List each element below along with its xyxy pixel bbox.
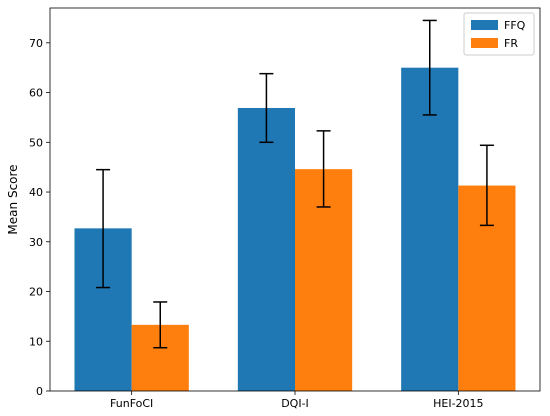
y-tick-label: 10 [29, 335, 43, 348]
y-tick-label: 70 [29, 37, 43, 50]
y-axis: 0 10 20 30 40 50 60 70 [29, 37, 50, 398]
legend-swatch-fr [471, 38, 498, 48]
legend-label-ffq: FFQ [504, 19, 526, 32]
y-tick-label: 60 [29, 87, 43, 100]
y-tick-label: 30 [29, 236, 43, 249]
y-tick-label: 0 [36, 385, 43, 398]
bars-group [74, 67, 516, 392]
x-axis: FunFoCI DQI-I HEI-2015 [110, 391, 484, 410]
x-tick-label: DQI-I [281, 397, 309, 410]
y-axis-label: Mean Score [6, 164, 20, 234]
y-tick-label: 40 [29, 186, 43, 199]
y-tick-label: 20 [29, 286, 43, 299]
bar-ffq-dqi-i [237, 107, 295, 392]
legend: FFQ FR [463, 12, 535, 56]
x-tick-label: FunFoCI [110, 397, 153, 410]
y-tick-label: 50 [29, 136, 43, 149]
x-tick-label: HEI-2015 [433, 397, 483, 410]
legend-swatch-ffq [471, 20, 498, 30]
error-bars-group [96, 19, 494, 349]
legend-label-fr: FR [504, 37, 518, 50]
bar-ffq-hei-2015 [401, 67, 459, 392]
